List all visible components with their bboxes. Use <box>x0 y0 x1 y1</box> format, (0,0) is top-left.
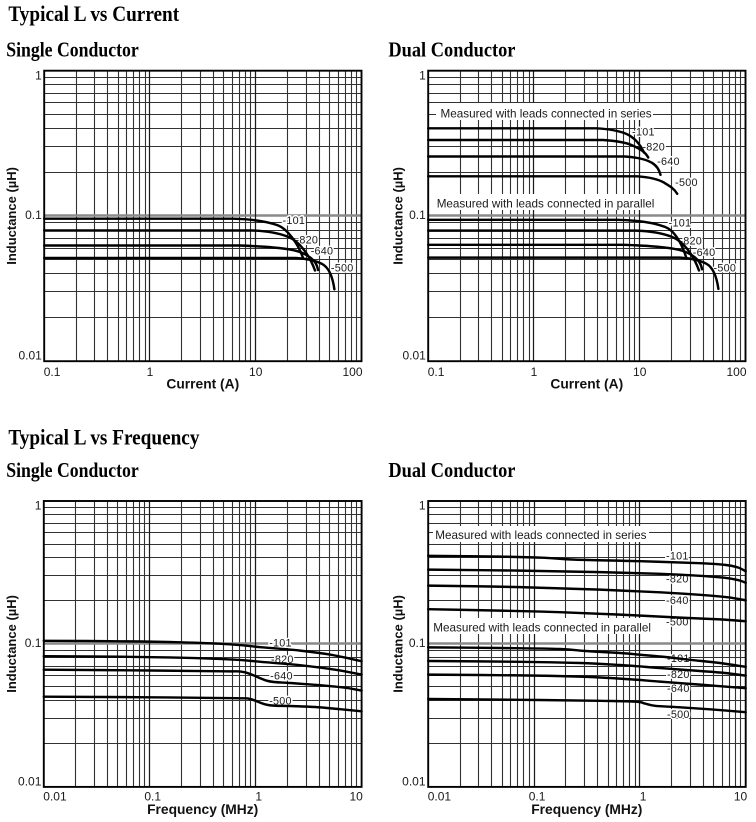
svg-text:Typical L vs Current: Typical L vs Current <box>8 1 179 27</box>
svg-text:-500: -500 <box>675 177 698 189</box>
svg-text:-640: -640 <box>311 245 334 257</box>
svg-text:-640: -640 <box>657 156 680 168</box>
svg-text:-101: -101 <box>632 126 655 138</box>
svg-text:0.1: 0.1 <box>529 790 546 804</box>
svg-text:Inductance (µH): Inductance (µH) <box>4 167 19 265</box>
svg-text:Measured with leads connected: Measured with leads connected in series <box>435 529 646 542</box>
svg-text:0.01: 0.01 <box>18 774 42 788</box>
svg-text:-101: -101 <box>669 218 692 230</box>
svg-text:1: 1 <box>419 68 426 82</box>
svg-text:-101: -101 <box>283 215 306 227</box>
svg-text:-500: -500 <box>667 709 690 721</box>
svg-text:Typical L vs Frequency: Typical L vs Frequency <box>8 424 200 450</box>
svg-text:10: 10 <box>633 365 647 379</box>
svg-text:Inductance (µH): Inductance (µH) <box>4 595 19 693</box>
svg-text:-101: -101 <box>666 550 689 562</box>
svg-text:Inductance (µH): Inductance (µH) <box>390 595 405 693</box>
svg-text:Measured with leads connected: Measured with leads connected in paralle… <box>433 621 651 634</box>
svg-text:0.01: 0.01 <box>402 774 426 788</box>
svg-text:-640: -640 <box>270 670 293 682</box>
svg-text:Dual Conductor: Dual Conductor <box>388 459 515 482</box>
svg-text:0.1: 0.1 <box>409 208 426 222</box>
svg-text:1: 1 <box>640 790 647 804</box>
svg-text:0.01: 0.01 <box>18 349 42 363</box>
svg-text:0.01: 0.01 <box>402 349 426 363</box>
svg-text:Single Conductor: Single Conductor <box>6 460 139 483</box>
svg-text:-640: -640 <box>666 595 689 607</box>
svg-text:-500: -500 <box>714 262 737 274</box>
svg-text:100: 100 <box>342 365 362 379</box>
svg-text:-640: -640 <box>693 247 716 259</box>
svg-text:1: 1 <box>531 365 538 379</box>
svg-text:0.01: 0.01 <box>428 790 452 804</box>
svg-text:1: 1 <box>147 365 154 379</box>
svg-text:1: 1 <box>419 499 426 513</box>
svg-text:Dual Conductor: Dual Conductor <box>388 38 515 61</box>
svg-text:0.1: 0.1 <box>144 790 161 804</box>
svg-text:Frequency (MHz): Frequency (MHz) <box>147 802 258 817</box>
svg-text:-820: -820 <box>642 142 665 154</box>
svg-text:1: 1 <box>255 790 262 804</box>
svg-text:0.1: 0.1 <box>25 208 42 222</box>
svg-text:Inductance (µH): Inductance (µH) <box>390 167 405 265</box>
svg-text:0.1: 0.1 <box>428 365 445 379</box>
svg-text:0.1: 0.1 <box>25 636 42 650</box>
svg-text:Measured with leads connected: Measured with leads connected in series <box>441 107 652 120</box>
svg-text:Frequency (MHz): Frequency (MHz) <box>531 802 642 817</box>
svg-text:10: 10 <box>349 790 363 804</box>
svg-text:Current (A): Current (A) <box>166 376 239 391</box>
svg-text:-640: -640 <box>667 683 690 695</box>
svg-text:Current (A): Current (A) <box>550 376 623 391</box>
svg-text:0.01: 0.01 <box>43 790 67 804</box>
svg-text:-500: -500 <box>331 263 354 275</box>
svg-text:1: 1 <box>35 499 42 513</box>
svg-text:1: 1 <box>35 68 42 82</box>
svg-text:10: 10 <box>249 365 263 379</box>
svg-text:Measured with leads connected: Measured with leads connected in paralle… <box>437 197 655 210</box>
svg-text:Single Conductor: Single Conductor <box>6 39 139 62</box>
svg-text:0.1: 0.1 <box>409 636 426 650</box>
svg-text:0.1: 0.1 <box>44 365 61 379</box>
svg-text:10: 10 <box>734 790 748 804</box>
svg-text:100: 100 <box>726 365 746 379</box>
